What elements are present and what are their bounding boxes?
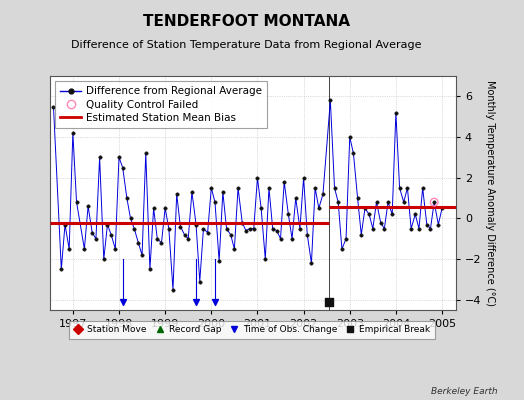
Text: TENDERFOOT MONTANA: TENDERFOOT MONTANA	[143, 14, 350, 29]
Legend: Station Move, Record Gap, Time of Obs. Change, Empirical Break: Station Move, Record Gap, Time of Obs. C…	[69, 321, 434, 339]
Text: Berkeley Earth: Berkeley Earth	[431, 387, 498, 396]
Y-axis label: Monthly Temperature Anomaly Difference (°C): Monthly Temperature Anomaly Difference (…	[485, 80, 495, 306]
Point	[118, 299, 127, 305]
Text: Difference of Station Temperature Data from Regional Average: Difference of Station Temperature Data f…	[71, 40, 421, 50]
Point	[192, 299, 200, 305]
Point	[325, 299, 333, 305]
Point	[430, 199, 439, 205]
Legend: Difference from Regional Average, Quality Control Failed, Estimated Station Mean: Difference from Regional Average, Qualit…	[55, 81, 267, 128]
Point	[211, 299, 219, 305]
